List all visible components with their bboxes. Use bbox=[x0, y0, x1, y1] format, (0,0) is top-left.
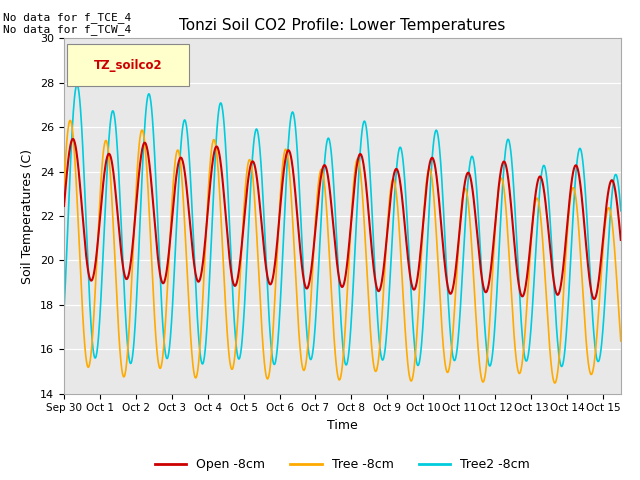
Tree2 -8cm bbox=[617, 208, 625, 214]
Open -8cm bbox=[590, 296, 598, 302]
Tree -8cm bbox=[221, 293, 229, 299]
FancyBboxPatch shape bbox=[67, 44, 189, 86]
Open -8cm bbox=[543, 218, 551, 224]
Tree -8cm bbox=[161, 336, 168, 341]
Line: Tree2 -8cm: Tree2 -8cm bbox=[64, 85, 621, 367]
Tree -8cm bbox=[482, 369, 490, 375]
Tree2 -8cm bbox=[221, 134, 229, 140]
Open -8cm bbox=[60, 203, 68, 209]
Open -8cm bbox=[482, 289, 490, 295]
X-axis label: Time: Time bbox=[327, 419, 358, 432]
Open -8cm bbox=[617, 237, 625, 243]
Line: Tree -8cm: Tree -8cm bbox=[64, 120, 621, 383]
Tree -8cm bbox=[171, 161, 179, 167]
Open -8cm bbox=[69, 136, 77, 142]
Tree2 -8cm bbox=[161, 342, 168, 348]
Y-axis label: Soil Temperatures (C): Soil Temperatures (C) bbox=[22, 148, 35, 284]
Title: Tonzi Soil CO2 Profile: Lower Temperatures: Tonzi Soil CO2 Profile: Lower Temperatur… bbox=[179, 18, 506, 33]
Tree -8cm bbox=[543, 312, 551, 318]
Tree -8cm bbox=[272, 282, 280, 288]
Tree -8cm bbox=[617, 338, 625, 344]
Text: TZ_soilco2: TZ_soilco2 bbox=[93, 59, 163, 72]
Tree -8cm bbox=[67, 118, 74, 123]
Tree2 -8cm bbox=[272, 359, 280, 364]
Open -8cm bbox=[171, 186, 179, 192]
Text: No data for f_TCE_4
No data for f_TCW_4: No data for f_TCE_4 No data for f_TCW_4 bbox=[3, 12, 131, 36]
Open -8cm bbox=[221, 204, 229, 210]
Tree2 -8cm bbox=[558, 364, 566, 370]
Tree -8cm bbox=[551, 380, 559, 386]
Tree2 -8cm bbox=[171, 257, 179, 263]
Open -8cm bbox=[272, 256, 280, 262]
Tree2 -8cm bbox=[60, 308, 68, 313]
Tree -8cm bbox=[60, 184, 68, 190]
Tree2 -8cm bbox=[482, 336, 490, 341]
Legend: Open -8cm, Tree -8cm, Tree2 -8cm: Open -8cm, Tree -8cm, Tree2 -8cm bbox=[150, 453, 534, 476]
Open -8cm bbox=[161, 279, 168, 285]
Tree2 -8cm bbox=[543, 181, 551, 187]
Tree2 -8cm bbox=[73, 82, 81, 88]
Line: Open -8cm: Open -8cm bbox=[64, 139, 621, 299]
